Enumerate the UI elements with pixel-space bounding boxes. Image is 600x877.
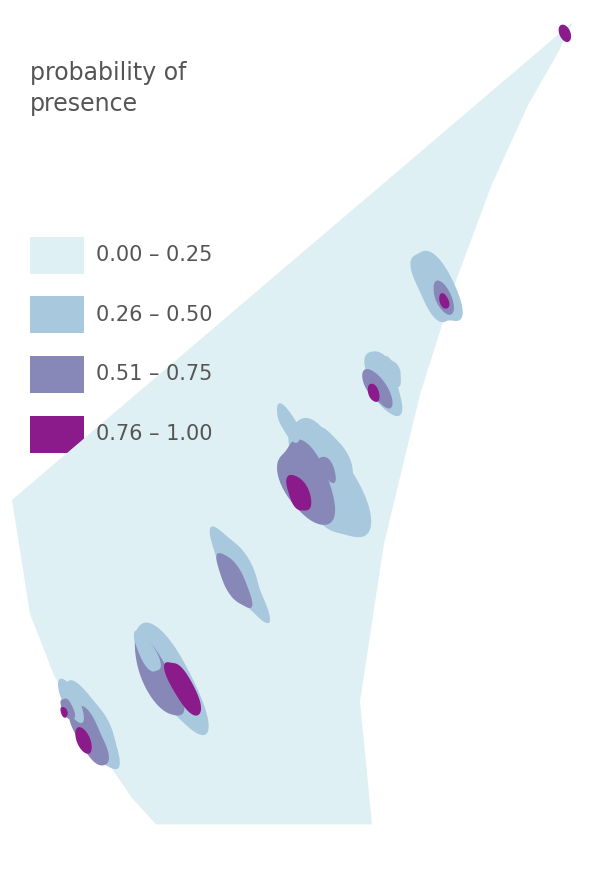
Polygon shape xyxy=(61,698,75,720)
Polygon shape xyxy=(216,553,253,608)
Polygon shape xyxy=(164,662,201,716)
Polygon shape xyxy=(316,427,353,486)
Polygon shape xyxy=(66,681,120,769)
Text: 0.00 – 0.25: 0.00 – 0.25 xyxy=(96,246,212,265)
Polygon shape xyxy=(364,352,403,416)
Bar xyxy=(30,356,84,393)
Polygon shape xyxy=(12,22,573,824)
Text: 0.26 – 0.50: 0.26 – 0.50 xyxy=(96,305,212,324)
Polygon shape xyxy=(61,707,68,717)
Polygon shape xyxy=(362,369,392,409)
Polygon shape xyxy=(289,417,371,538)
Polygon shape xyxy=(434,281,454,315)
Bar xyxy=(30,237,84,274)
Polygon shape xyxy=(439,293,449,309)
Text: 0.51 – 0.75: 0.51 – 0.75 xyxy=(96,365,212,384)
Polygon shape xyxy=(135,637,184,716)
Polygon shape xyxy=(277,403,300,443)
Polygon shape xyxy=(69,706,109,766)
Polygon shape xyxy=(58,679,84,724)
Polygon shape xyxy=(382,356,401,387)
Polygon shape xyxy=(559,25,571,42)
Bar xyxy=(30,296,84,333)
Bar xyxy=(30,416,84,453)
Polygon shape xyxy=(277,439,335,524)
Polygon shape xyxy=(368,383,380,402)
Polygon shape xyxy=(209,526,270,624)
Polygon shape xyxy=(286,474,311,510)
Polygon shape xyxy=(410,251,463,322)
Polygon shape xyxy=(317,457,336,483)
Polygon shape xyxy=(134,631,161,672)
Polygon shape xyxy=(76,727,92,754)
Text: probability of
presence: probability of presence xyxy=(30,61,187,116)
Text: 0.76 – 1.00: 0.76 – 1.00 xyxy=(96,424,212,444)
Polygon shape xyxy=(134,623,209,735)
